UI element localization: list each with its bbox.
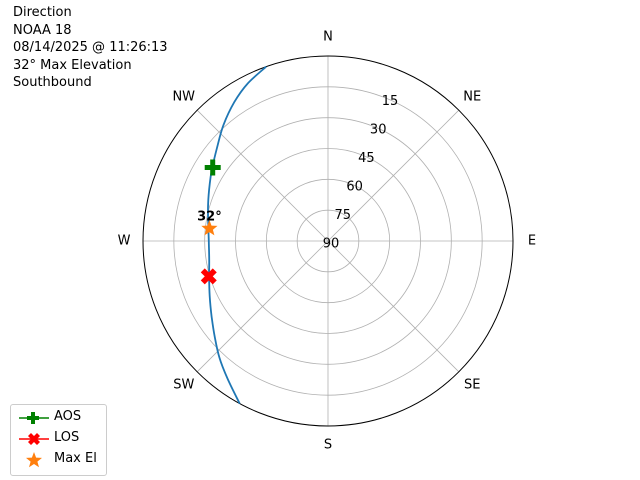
grid-ring-75 bbox=[296, 209, 360, 273]
radial-label-15: 15 bbox=[382, 94, 399, 109]
legend-label-max-el: Max El bbox=[54, 451, 97, 466]
title-line-direction: Direction bbox=[13, 5, 72, 20]
theta-label-se: SE bbox=[464, 378, 480, 393]
theta-label-w: W bbox=[118, 234, 131, 249]
grid-ring-15 bbox=[173, 86, 483, 396]
title-line-satellite: NOAA 18 bbox=[13, 22, 72, 38]
radial-label-45: 45 bbox=[358, 151, 375, 166]
legend-item-los: LOS bbox=[11, 428, 106, 448]
grid-ring-45 bbox=[235, 148, 421, 334]
legend-item-aos: AOS bbox=[11, 407, 106, 427]
aos-legend-symbol bbox=[19, 412, 49, 424]
track-layer bbox=[207, 65, 267, 404]
aos-marker bbox=[204, 159, 221, 176]
max-el-marker bbox=[201, 220, 218, 236]
chart-legend: AOS LOS Max El bbox=[10, 404, 107, 476]
legend-label-aos: AOS bbox=[54, 409, 82, 424]
title-line-pass-direction: Southbound bbox=[13, 75, 92, 90]
legend-label-los: LOS bbox=[54, 430, 80, 445]
title-line-max-elevation: 32° Max Elevation bbox=[13, 57, 132, 73]
polar-grid bbox=[142, 55, 514, 427]
max-el-label: 32° bbox=[197, 210, 222, 225]
theta-label-n: N bbox=[323, 30, 333, 45]
title-line-datetime: 08/14/2025 @ 11:26:13 bbox=[13, 40, 168, 55]
theta-label-s: S bbox=[324, 438, 332, 453]
theta-label-e: E bbox=[528, 234, 536, 249]
chart-title-block: Direction NOAA 18 08/14/2025 @ 11:26:13 … bbox=[13, 4, 168, 92]
polar-frame bbox=[142, 55, 514, 427]
radial-label-60: 60 bbox=[346, 180, 363, 195]
radial-label-90: 90 bbox=[323, 237, 340, 252]
grid-ring-30 bbox=[204, 117, 452, 365]
los-legend-symbol bbox=[19, 433, 49, 445]
theta-label-nw: NW bbox=[172, 89, 195, 104]
radial-label-75: 75 bbox=[335, 208, 352, 223]
grid-ring-60 bbox=[265, 178, 391, 304]
theta-label-ne: NE bbox=[463, 89, 481, 104]
tick-label-layer: N NE E SE S SW W NW 90 75 60 45 30 15 32° bbox=[118, 30, 537, 453]
satellite-track-line bbox=[207, 65, 267, 404]
theta-label-sw: SW bbox=[173, 378, 194, 393]
los-marker bbox=[200, 268, 217, 285]
radial-label-30: 30 bbox=[370, 123, 387, 138]
legend-item-max-el: Max El bbox=[11, 449, 106, 469]
marker-layer bbox=[200, 159, 221, 285]
max-el-legend-symbol bbox=[26, 452, 42, 468]
